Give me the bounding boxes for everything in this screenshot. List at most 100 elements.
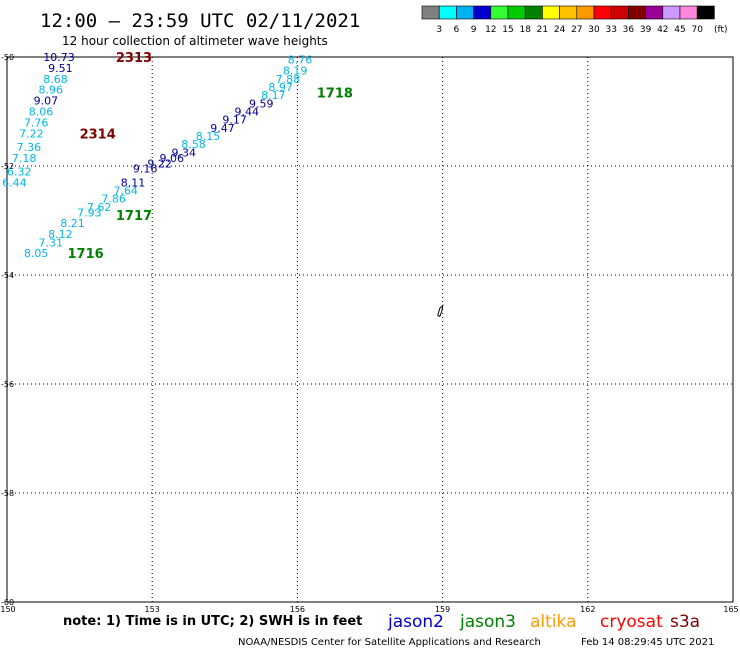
plot-area: 150 153 156 159 162 165 -50 -52 -54 -56 -58 -60 10.…: [0, 51, 738, 614]
legend-swatch: [438, 5, 457, 20]
legend-label: 24: [554, 25, 566, 35]
wave-height-color-legend: 3 6 9 12 15 18 21 24 27 30 33 36 39 42 45 70: [421, 5, 715, 35]
longitude-tick-label: 165: [723, 605, 738, 614]
swh-value: 9.16: [133, 163, 158, 176]
swh-value: 9.51: [48, 62, 73, 75]
legend-swatch: [593, 5, 612, 20]
legend-label: 30: [588, 25, 600, 35]
legend-swatch: [524, 5, 543, 20]
legend-label: 12: [485, 25, 496, 35]
island-coastline-icon: [437, 303, 444, 318]
swh-value: 8.05: [24, 247, 49, 260]
swh-value: 8.12: [48, 228, 73, 241]
legend-swatch: [662, 5, 681, 20]
swh-value: 7.93: [77, 206, 102, 219]
legend-swatch: [473, 5, 492, 20]
pass-time-label: 2314: [80, 127, 116, 142]
swh-value: 6.32: [7, 165, 32, 178]
swh-value: 9.22: [147, 157, 172, 170]
swh-value: 9.06: [159, 152, 184, 165]
legend-label: 27: [571, 25, 582, 35]
satellite-track: 10.739.518.688.969.078.067.767.227.367.1…: [2, 51, 152, 189]
swh-value: 8.21: [60, 217, 85, 230]
legend-label: 42: [657, 25, 668, 35]
legend-swatch: [610, 5, 629, 20]
latitude-tick-label: -50: [1, 53, 14, 62]
swh-value: 6.44: [2, 176, 27, 189]
longitude-tick-label: 159: [435, 605, 450, 614]
legend-swatch: [576, 5, 595, 20]
swh-value: 8.11: [121, 176, 145, 189]
plot-frame: [6, 56, 734, 603]
longitude-tick-label: 156: [290, 605, 305, 614]
swh-value: 7.76: [24, 116, 49, 129]
pass-time-label: 2313: [116, 51, 152, 66]
legend-label: 70: [691, 25, 703, 35]
legend-unit-label: (ft): [714, 25, 728, 35]
legend-swatch: [507, 5, 526, 20]
latitude-tick-label: -60: [1, 598, 14, 607]
legend-swatch: [542, 5, 560, 20]
page-subtitle: 12 hour collection of altimeter wave hei…: [62, 34, 328, 48]
pass-time-label: 1716: [68, 247, 104, 262]
satellite-name: jason3: [459, 612, 516, 632]
swh-value: 7.64: [113, 185, 138, 198]
swh-value: 7.18: [12, 152, 37, 165]
graticule: [7, 57, 733, 602]
latitude-tick-label: -56: [1, 380, 14, 389]
legend-swatch: [679, 5, 698, 20]
footer-timestamp: Feb 14 08:29:45 UTC 2021: [581, 637, 714, 648]
satellite-name: cryosat: [600, 612, 663, 632]
swh-value: 8.19: [283, 65, 308, 78]
legend-label: 3: [436, 25, 442, 35]
swh-value: 9.47: [210, 122, 235, 135]
swh-value: 7.36: [17, 141, 42, 154]
legend-swatch: [559, 5, 578, 20]
swh-value: 7.31: [38, 236, 63, 249]
swh-value: 9.34: [172, 146, 197, 159]
swh-value: 7.86: [101, 193, 126, 206]
longitude-tick-label: 162: [580, 605, 595, 614]
swh-value: 9.17: [222, 114, 247, 127]
swh-value: 9.07: [34, 95, 59, 108]
swh-value: 8.15: [196, 130, 221, 143]
latitude-tick-label: -52: [1, 162, 14, 171]
legend-label: 33: [605, 25, 616, 35]
satellite-name: s3a: [670, 612, 700, 632]
pass-time-label: 1717: [116, 209, 152, 224]
legend-swatch: [645, 5, 664, 20]
footer-credit: NOAA/NESDIS Center for Satellite Applica…: [238, 637, 541, 648]
swh-value: 7.88: [276, 73, 301, 86]
latitude-tick-label: -54: [1, 271, 14, 280]
swh-value: 7.22: [19, 127, 43, 140]
swh-value: 8.06: [29, 106, 53, 119]
latitude-tick-label: -58: [1, 489, 14, 498]
legend-label: 9: [471, 25, 477, 35]
swh-value: 8.17: [261, 89, 286, 102]
legend-label: 39: [640, 25, 652, 35]
satellite-name: jason2: [387, 612, 444, 632]
legend-label: 36: [623, 25, 635, 35]
legend-swatch: [456, 5, 474, 20]
legend-label: 18: [519, 25, 531, 35]
swh-value: 8.97: [268, 81, 293, 94]
swh-value: 9.44: [234, 106, 258, 119]
longitude-tick-label: 153: [145, 605, 160, 614]
legend-label: 21: [537, 25, 548, 35]
swh-value: 9.59: [249, 97, 274, 110]
legend-swatch: [421, 5, 440, 20]
swh-value: 7.62: [87, 201, 112, 214]
pass-time-label: 1718: [317, 86, 353, 101]
satellite-name: altika: [530, 612, 577, 632]
swh-value: 10.73: [43, 51, 75, 64]
legend-label: 6: [454, 25, 460, 35]
legend-swatch: [696, 5, 715, 20]
legend-label: 15: [502, 25, 513, 35]
legend-label: 45: [674, 25, 685, 35]
satellite-tracks: 10.739.518.688.969.078.067.767.227.367.1…: [2, 51, 353, 262]
satellite-track: 8.768.197.888.978.179.599.449.179.478.15…: [24, 54, 353, 262]
legend-swatch: [628, 5, 646, 20]
page-title: 12:00 – 23:59 UTC 02/11/2021: [40, 10, 360, 32]
longitude-tick-label: 150: [0, 605, 15, 614]
